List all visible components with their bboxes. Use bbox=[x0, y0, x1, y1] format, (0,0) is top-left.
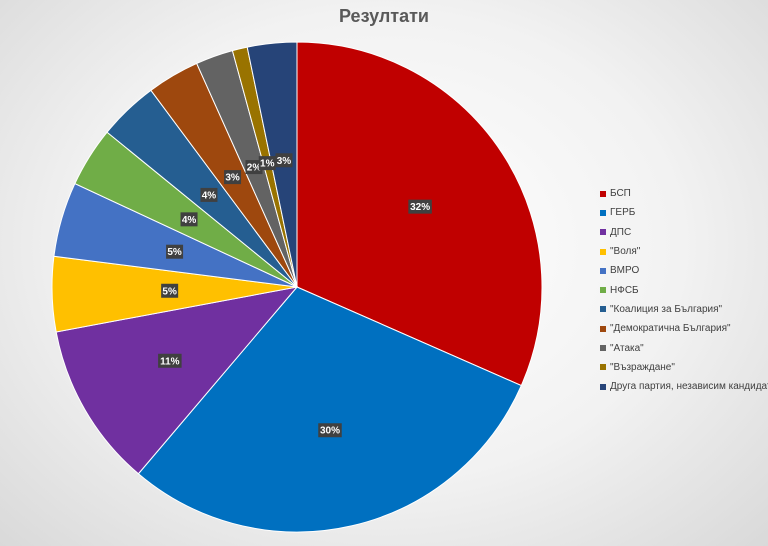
data-label: 32% bbox=[408, 199, 432, 214]
pie-slice bbox=[55, 286, 299, 475]
legend-label: "Възраждане" bbox=[610, 361, 675, 373]
legend-item: НФСБ bbox=[600, 280, 768, 299]
legend-item: ДПС bbox=[600, 223, 768, 242]
legend-swatch bbox=[600, 190, 606, 197]
legend-label: БСП bbox=[610, 188, 631, 200]
data-label: 5% bbox=[161, 283, 179, 298]
legend-label: "Коалиция за България" bbox=[610, 303, 723, 315]
legend-swatch bbox=[600, 325, 606, 332]
legend-swatch bbox=[600, 267, 606, 274]
legend-item: БСП bbox=[600, 184, 768, 203]
legend-label: ВМРО bbox=[610, 265, 640, 277]
legend-item: "Възраждане" bbox=[600, 358, 768, 377]
legend: БСП ГЕРБ ДПС "Воля" ВМРО НФСБ "Коалиция за Бъл… bbox=[600, 184, 768, 396]
legend-label: "Атака" bbox=[610, 342, 644, 354]
data-label: 4% bbox=[200, 187, 218, 202]
data-label-text: 32% bbox=[410, 202, 430, 213]
data-label-text: 2% bbox=[247, 163, 262, 174]
data-label-text: 5% bbox=[162, 286, 177, 297]
legend-swatch bbox=[600, 306, 606, 313]
legend-label: "Воля" bbox=[610, 246, 641, 258]
legend-item: "Демократична България" bbox=[600, 319, 768, 338]
data-label: 3% bbox=[224, 170, 242, 185]
data-label-text: 1% bbox=[260, 159, 275, 170]
pie-slice bbox=[296, 41, 543, 387]
legend-item: Друга партия, независим кандидат bbox=[600, 377, 768, 396]
legend-swatch bbox=[600, 383, 606, 390]
legend-swatch bbox=[600, 229, 606, 236]
data-label-text: 5% bbox=[167, 247, 182, 258]
data-label-text: 3% bbox=[277, 156, 292, 167]
legend-swatch bbox=[600, 364, 606, 371]
pie-slice bbox=[137, 286, 522, 533]
pie-slices bbox=[51, 41, 543, 533]
legend-swatch bbox=[600, 248, 606, 255]
data-label-text: 11% bbox=[160, 356, 180, 367]
pie-data-labels: 32%30%11%5%5%4%4%3%2%1% 3% bbox=[158, 153, 432, 438]
data-label-text: 3% bbox=[225, 173, 240, 184]
legend-item: ВМРО bbox=[600, 261, 768, 280]
legend-item: "Атака" bbox=[600, 338, 768, 357]
data-label-text: 4% bbox=[202, 190, 217, 201]
legend-label: НФСБ bbox=[610, 284, 639, 296]
data-label: 3% bbox=[275, 153, 293, 168]
data-label-text: 30% bbox=[320, 426, 340, 437]
data-label: 30% bbox=[318, 423, 342, 438]
legend-swatch bbox=[600, 209, 606, 216]
data-label: 1% bbox=[258, 156, 276, 171]
data-label: 4% bbox=[180, 212, 198, 227]
legend-swatch bbox=[600, 345, 606, 352]
data-label: 5% bbox=[166, 244, 184, 259]
legend-label: ДПС bbox=[610, 226, 632, 238]
legend-item: "Коалиция за България" bbox=[600, 300, 768, 319]
chart-title: Резултати bbox=[339, 6, 429, 26]
legend-swatch bbox=[600, 287, 606, 294]
legend-label: "Демократична България" bbox=[610, 323, 731, 335]
data-label: 11% bbox=[158, 353, 182, 368]
legend-label: Друга партия, независим кандидат bbox=[610, 381, 768, 393]
data-label: 2% bbox=[245, 160, 263, 175]
legend-item: "Воля" bbox=[600, 242, 768, 261]
legend-label: ГЕРБ bbox=[610, 207, 636, 219]
data-label-text: 4% bbox=[182, 215, 197, 226]
legend-item: ГЕРБ bbox=[600, 203, 768, 222]
